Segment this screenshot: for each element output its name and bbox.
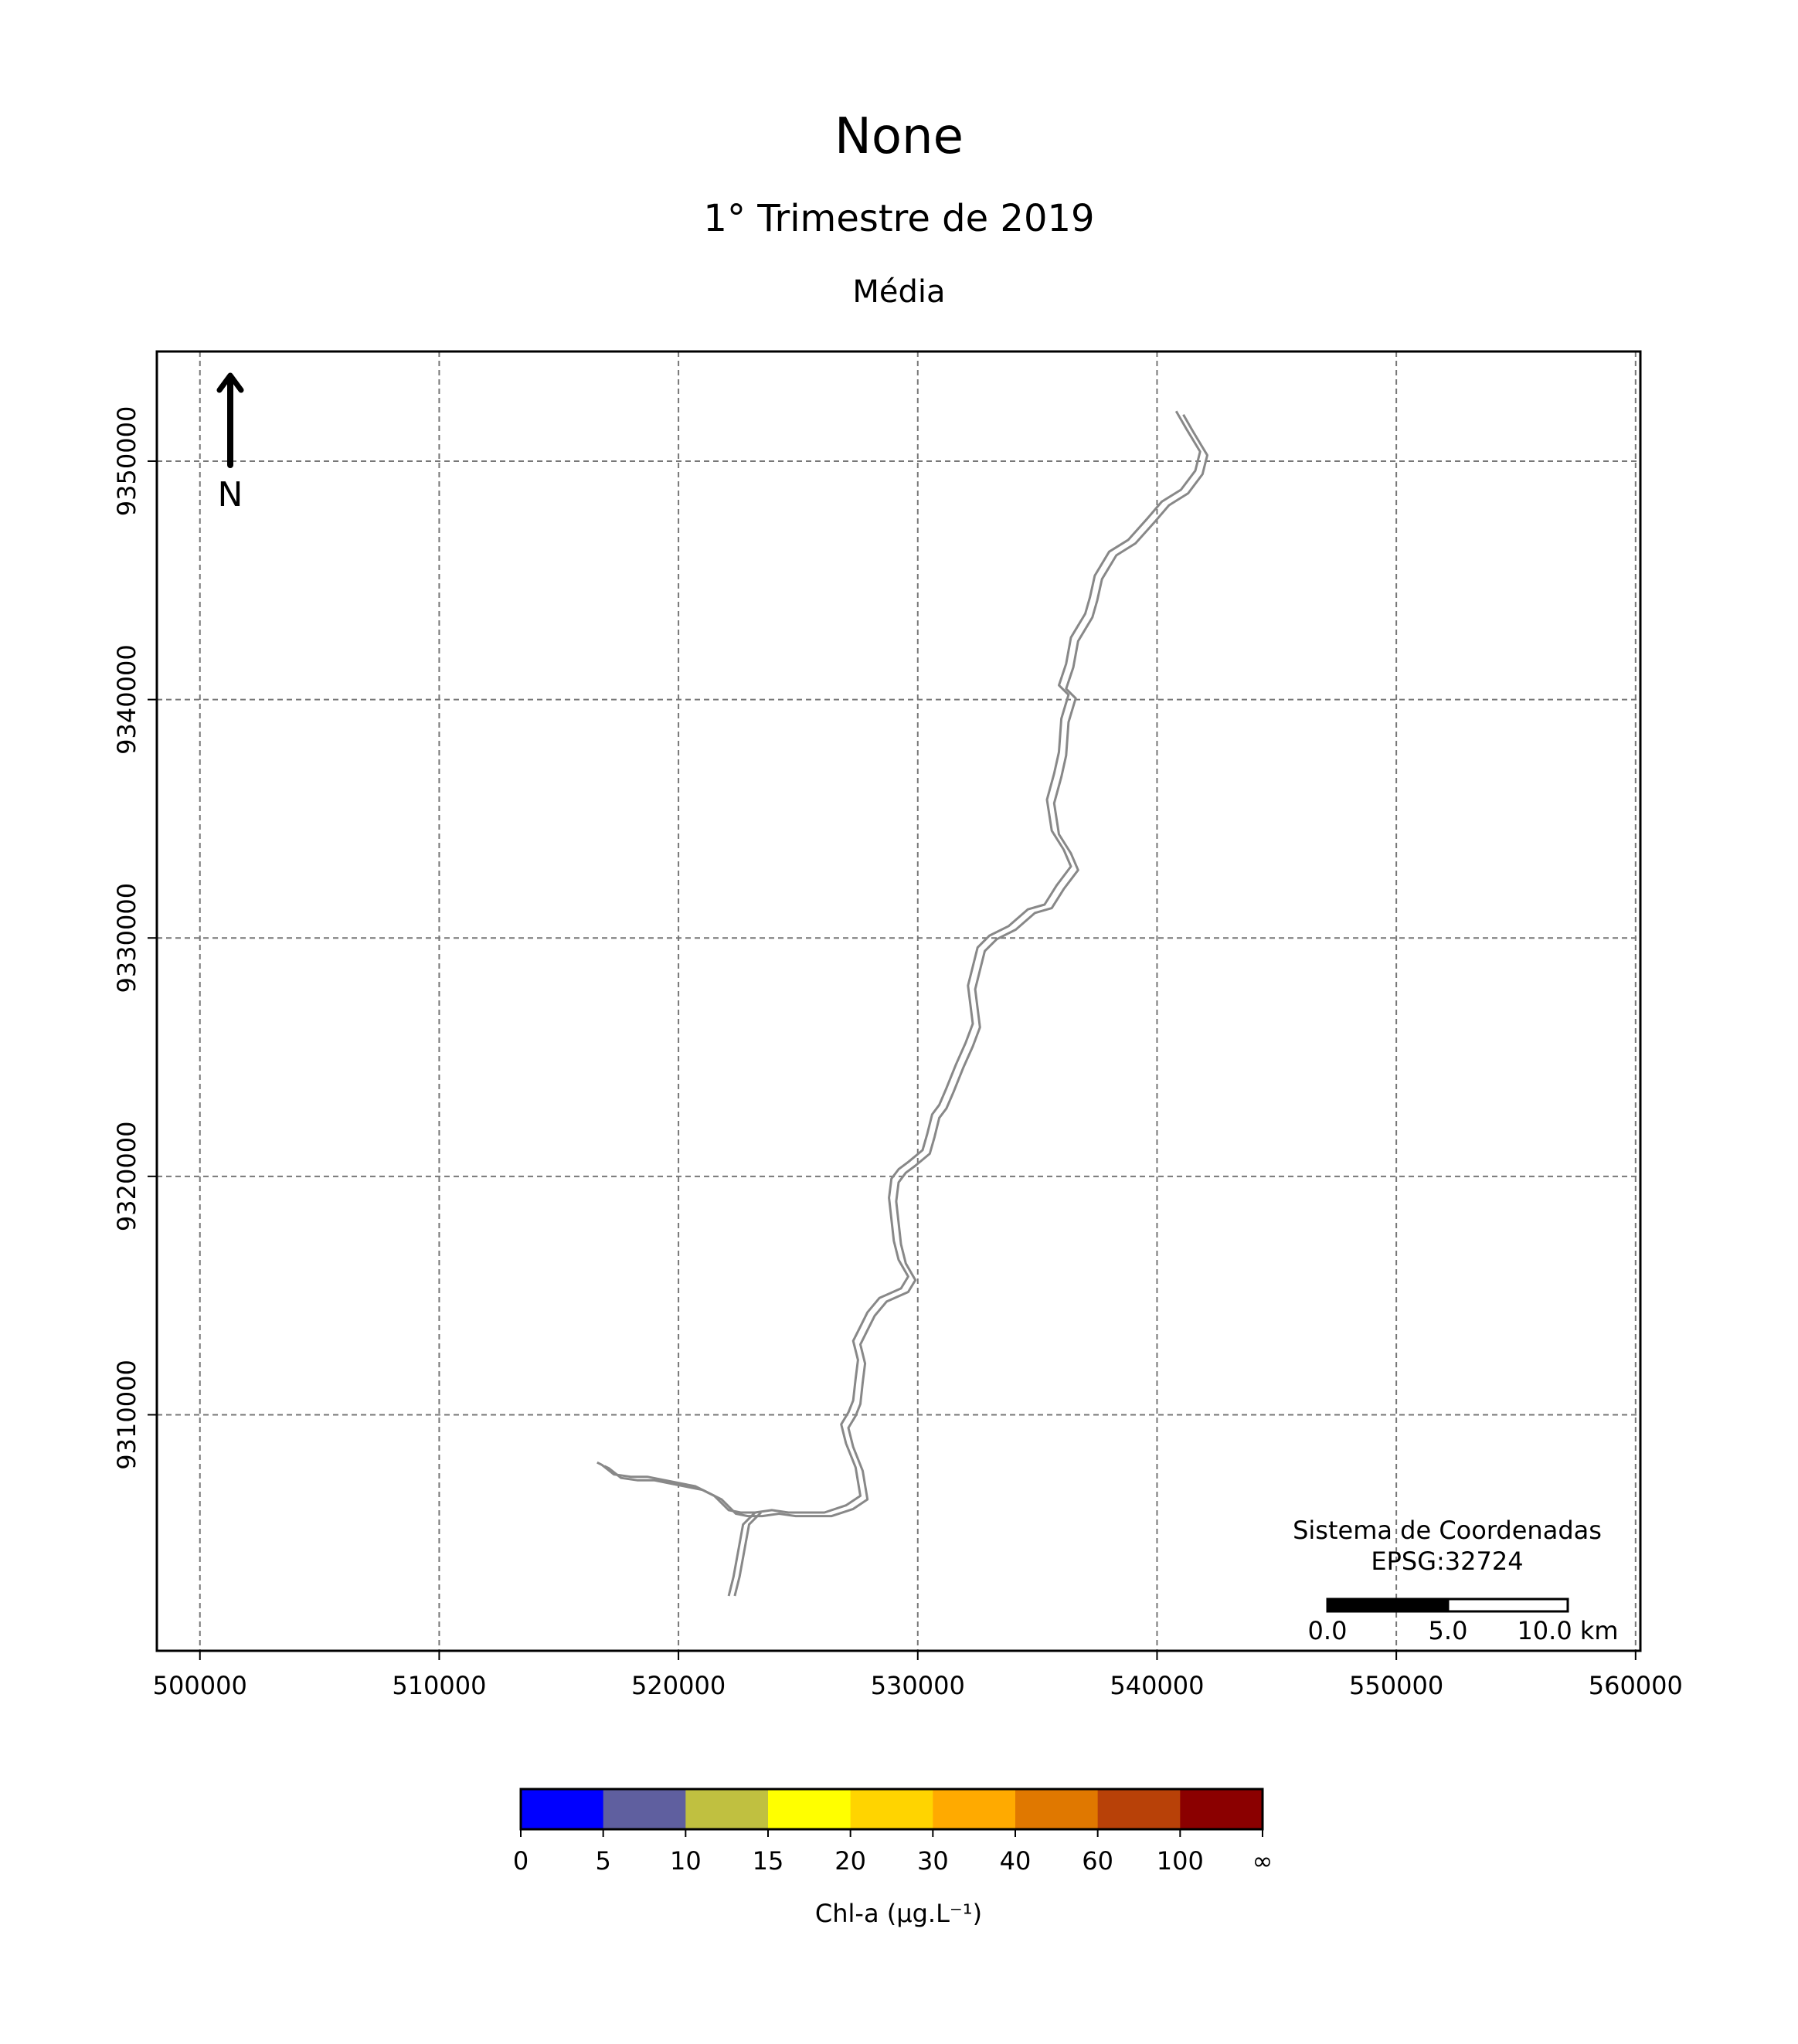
- map-title: None: [834, 108, 964, 165]
- grid-layer: [157, 351, 1640, 1651]
- colorbar-segment: [1097, 1789, 1181, 1829]
- north-arrow-head: [216, 372, 244, 393]
- river-bank-east: [603, 414, 1208, 1518]
- scale-bar-white-segment: [1446, 1598, 1569, 1613]
- colorbar-segment: [603, 1789, 686, 1829]
- colorbar-label: Chl-a (μg.L⁻¹): [815, 1899, 982, 1928]
- colorbar-segment: [850, 1789, 933, 1829]
- statistic-label: Média: [852, 274, 946, 310]
- colorbar-tick-label: 40: [1000, 1846, 1032, 1876]
- scale-label-0: 0.0: [1308, 1616, 1348, 1645]
- colorbar-segment: [685, 1789, 769, 1829]
- colorbar-tick-label: 20: [834, 1846, 866, 1876]
- axis-ticks: 500000 510000 520000 530000 540000 550000 5600…: [112, 406, 1683, 1700]
- map-subtitle: 1° Trimestre de 2019: [703, 197, 1095, 240]
- colorbar-segment: [933, 1789, 1016, 1829]
- crs-title: Sistema de Coordenadas: [1293, 1516, 1602, 1545]
- colorbar-segment: [521, 1789, 604, 1829]
- north-arrow-label: N: [218, 475, 243, 514]
- north-arrow: N: [216, 372, 244, 514]
- x-tick-label: 530000: [871, 1671, 965, 1700]
- colorbar-tick-label: 15: [753, 1846, 784, 1876]
- river-layer: [597, 410, 1208, 1597]
- map-frame: [155, 350, 1642, 1652]
- tributary-bank-west: [727, 1511, 756, 1597]
- x-tick-label: 520000: [631, 1671, 726, 1700]
- y-tick-label: 9320000: [112, 1122, 141, 1232]
- colorbar-tick-label: 0: [513, 1846, 529, 1876]
- y-tick-label: 9350000: [112, 406, 141, 517]
- colorbar-segment: [1180, 1789, 1263, 1829]
- y-tick-label: 9310000: [112, 1360, 141, 1470]
- colorbar-tick-label: 30: [917, 1846, 949, 1876]
- colorbar-frame: [519, 1788, 1264, 1831]
- colorbar-tick-label: ∞: [1252, 1846, 1273, 1876]
- x-tick-label: 560000: [1589, 1671, 1683, 1700]
- colorbar-segment: [1015, 1789, 1099, 1829]
- scale-label-10: 10.0 km: [1517, 1616, 1618, 1645]
- x-tick-label: 550000: [1349, 1671, 1443, 1700]
- x-tick-label: 500000: [153, 1671, 247, 1700]
- tributary-bank-east: [733, 1511, 762, 1597]
- colorbar-tick-label: 5: [595, 1846, 610, 1876]
- scale-bar: 0.0 5.0 10.0 km: [1308, 1598, 1619, 1645]
- x-tick-label: 540000: [1110, 1671, 1204, 1700]
- river-bank-west: [597, 410, 1201, 1514]
- colorbar-tick-label: 100: [1157, 1846, 1204, 1876]
- crs-code: EPSG:32724: [1371, 1547, 1523, 1576]
- y-tick-label: 9340000: [112, 644, 141, 755]
- scale-bar-black-segment: [1326, 1598, 1450, 1613]
- y-tick-label: 9330000: [112, 883, 141, 993]
- colorbar: 0 5 10 15 20 30 40 60 100 ∞: [513, 1788, 1273, 1876]
- x-tick-label: 510000: [392, 1671, 486, 1700]
- colorbar-segment: [768, 1789, 851, 1829]
- colorbar-tick-label: 60: [1082, 1846, 1113, 1876]
- scale-label-5: 5.0: [1429, 1616, 1468, 1645]
- colorbar-tick-label: 10: [670, 1846, 702, 1876]
